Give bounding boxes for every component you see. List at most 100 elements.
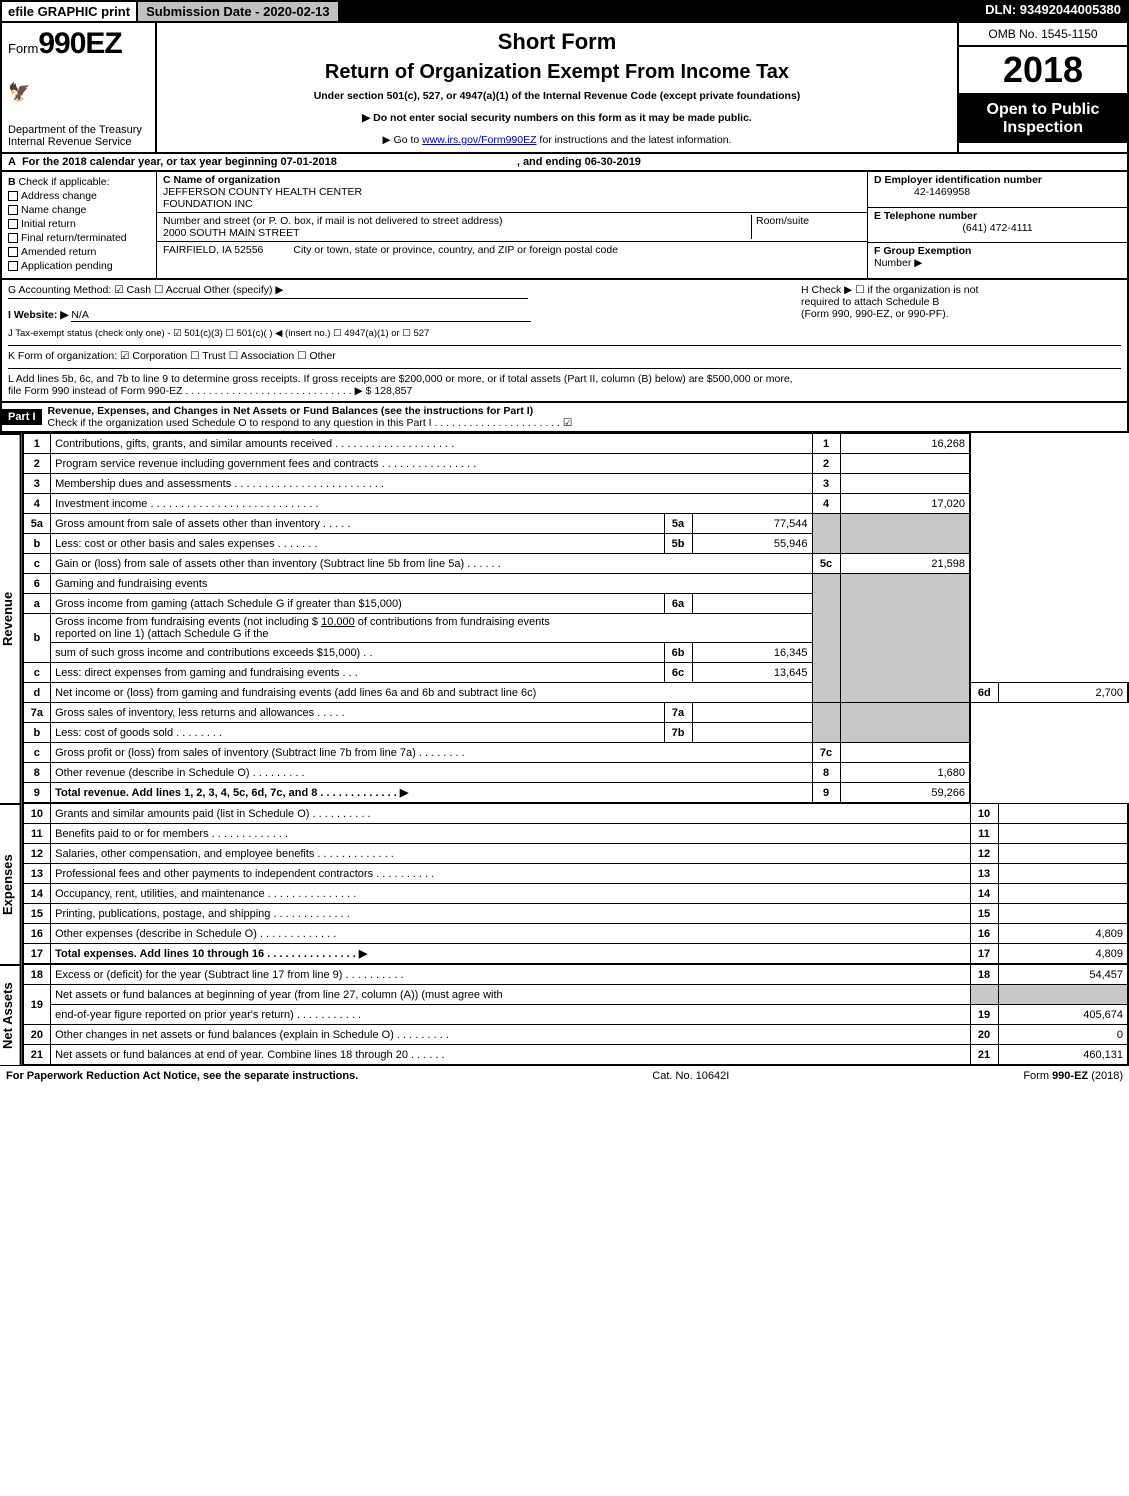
netassets-section: Net Assets 18Excess or (deficit) for the…	[0, 964, 1129, 1065]
city-label: City or town, state or province, country…	[293, 244, 618, 256]
l6b2-desc: sum of such gross income and contributio…	[51, 643, 664, 663]
l21-rv: 460,131	[998, 1045, 1128, 1065]
l6d-rn: 6d	[970, 683, 998, 703]
efile-print-button[interactable]: efile GRAPHIC print	[0, 0, 138, 23]
l6a-mv	[692, 594, 812, 614]
l13-rn: 13	[970, 864, 998, 884]
org-name-line: C Name of organization JEFFERSON COUNTY …	[157, 172, 867, 213]
l5c-num: c	[23, 554, 51, 574]
form-no-big: 990EZ	[38, 27, 121, 60]
l19-desc: Net assets or fund balances at beginning…	[51, 985, 970, 1005]
revenue-table: 1Contributions, gifts, grants, and simil…	[22, 433, 1129, 803]
l12-rn: 12	[970, 844, 998, 864]
header-left: Form990EZ 🦅 Department of the Treasury I…	[2, 23, 157, 152]
l6-shade-rn	[812, 574, 840, 703]
chk-initial-return[interactable]: Initial return	[8, 218, 150, 230]
l7a-desc: Gross sales of inventory, less returns a…	[51, 703, 664, 723]
l18-rv: 54,457	[998, 965, 1128, 985]
netassets-table: 18Excess or (deficit) for the year (Subt…	[22, 964, 1129, 1065]
submission-date: Submission Date - 2020-02-13	[138, 0, 340, 23]
l4-rv: 17,020	[840, 494, 970, 514]
l7c-rv	[840, 743, 970, 763]
l14-rn: 14	[970, 884, 998, 904]
form-title: Return of Organization Exempt From Incom…	[165, 61, 949, 84]
l13-desc: Professional fees and other payments to …	[51, 864, 970, 884]
l15-num: 15	[23, 904, 51, 924]
e-label: E Telephone number	[874, 210, 977, 222]
chk-name-change[interactable]: Name change	[8, 204, 150, 216]
l18-rn: 18	[970, 965, 998, 985]
chk-lbl-4: Amended return	[21, 246, 96, 258]
l14-rv	[998, 884, 1128, 904]
irs-link[interactable]: www.irs.gov/Form990EZ	[422, 134, 536, 146]
l6c-mv: 13,645	[692, 663, 812, 683]
l20-rn: 20	[970, 1025, 998, 1045]
l8-num: 8	[23, 763, 51, 783]
city-value: FAIRFIELD, IA 52556	[163, 244, 263, 256]
omb-number: OMB No. 1545-1150	[959, 23, 1127, 47]
l7b-desc: Less: cost of goods sold . . . . . . . .	[51, 723, 664, 743]
l14-desc: Occupancy, rent, utilities, and maintena…	[51, 884, 970, 904]
chk-amended-return[interactable]: Amended return	[8, 246, 150, 258]
l6-desc: Gaming and fundraising events	[51, 574, 812, 594]
l19-shade-rn	[970, 985, 998, 1005]
l5ab-shade-rv	[840, 514, 970, 554]
l6c-desc: Less: direct expenses from gaming and fu…	[51, 663, 664, 683]
box-e: E Telephone number (641) 472-4111	[868, 208, 1127, 244]
l2-rv	[840, 454, 970, 474]
l11-rv	[998, 824, 1128, 844]
chk-final-return[interactable]: Final return/terminated	[8, 232, 150, 244]
l9-rn: 9	[812, 783, 840, 803]
l9-num: 9	[23, 783, 51, 803]
l17-num: 17	[23, 944, 51, 964]
l20-desc: Other changes in net assets or fund bala…	[51, 1025, 970, 1045]
l12-rv	[998, 844, 1128, 864]
footer-left: For Paperwork Reduction Act Notice, see …	[6, 1070, 358, 1082]
l19-num: 19	[23, 985, 51, 1025]
l5ab-shade-rn	[812, 514, 840, 554]
open-line1: Open to Public	[963, 101, 1123, 119]
l16-rv: 4,809	[998, 924, 1128, 944]
org-name-2: FOUNDATION INC	[163, 198, 861, 210]
l12-desc: Salaries, other compensation, and employ…	[51, 844, 970, 864]
line-a-text1: For the 2018 calendar year, or tax year …	[22, 156, 337, 168]
l5c-rn: 5c	[812, 554, 840, 574]
side-expenses: Expenses	[0, 803, 22, 964]
part1-title: Revenue, Expenses, and Changes in Net As…	[48, 405, 534, 417]
l6b-d1: Gross income from fundraising events (no…	[55, 616, 321, 628]
l21-rn: 21	[970, 1045, 998, 1065]
city-line: FAIRFIELD, IA 52556 City or town, state …	[157, 242, 867, 258]
l8-rn: 8	[812, 763, 840, 783]
l19b-desc: end-of-year figure reported on prior yea…	[51, 1005, 970, 1025]
l7a-num: 7a	[23, 703, 51, 723]
chk-lbl-2: Initial return	[21, 218, 76, 230]
org-info-block: B Check if applicable: Address change Na…	[0, 172, 1129, 280]
l17-rv: 4,809	[998, 944, 1128, 964]
chk-address-change[interactable]: Address change	[8, 190, 150, 202]
l6b2-mn: 6b	[664, 643, 692, 663]
l3-rn: 3	[812, 474, 840, 494]
eagle-icon: 🦅	[8, 82, 149, 103]
l4-desc: Investment income . . . . . . . . . . . …	[51, 494, 812, 514]
l11-desc: Benefits paid to or for members . . . . …	[51, 824, 970, 844]
l6b-num: b	[23, 614, 51, 663]
l5b-desc: Less: cost or other basis and sales expe…	[51, 534, 664, 554]
box-d: D Employer identification number 42-1469…	[868, 172, 1127, 208]
l6c-num: c	[23, 663, 51, 683]
line-i-label: I Website: ▶	[8, 309, 68, 321]
l7a-mv	[692, 703, 812, 723]
d-label: D Employer identification number	[874, 174, 1042, 186]
note2-post: for instructions and the latest informat…	[537, 134, 732, 146]
l5c-rv: 21,598	[840, 554, 970, 574]
l21-desc: Net assets or fund balances at end of ye…	[51, 1045, 970, 1065]
form-subtitle: Under section 501(c), 527, or 4947(a)(1)…	[165, 90, 949, 102]
l13-num: 13	[23, 864, 51, 884]
l3-rv	[840, 474, 970, 494]
l16-num: 16	[23, 924, 51, 944]
chk-application-pending[interactable]: Application pending	[8, 260, 150, 272]
chk-lbl-3: Final return/terminated	[21, 232, 127, 244]
box-c: C Name of organization JEFFERSON COUNTY …	[157, 172, 867, 278]
l11-rn: 11	[970, 824, 998, 844]
l7c-desc: Gross profit or (loss) from sales of inv…	[51, 743, 812, 763]
line-g: G Accounting Method: ☑ Cash ☐ Accrual Ot…	[8, 284, 528, 299]
